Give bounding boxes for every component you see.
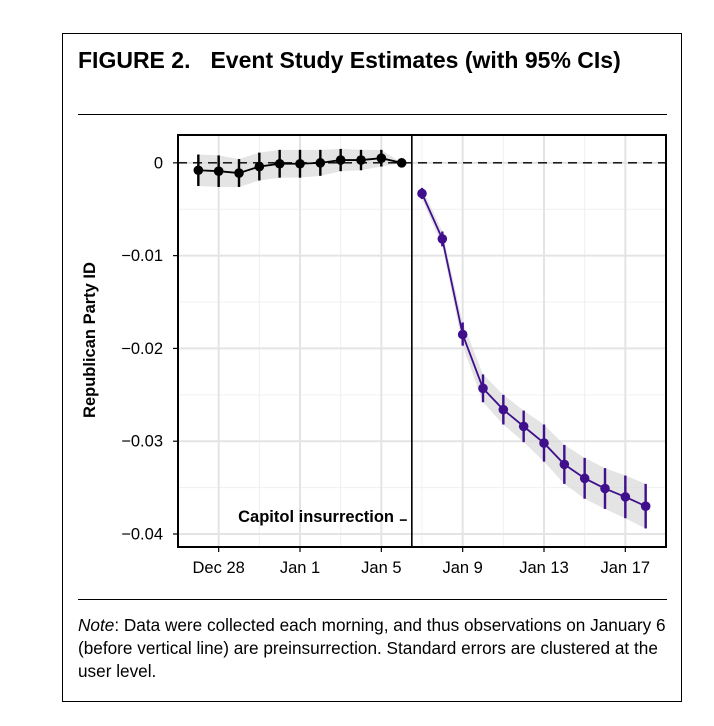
data-point	[213, 166, 224, 176]
x-tick-label: Jan 9	[442, 559, 482, 577]
data-point	[539, 438, 549, 448]
data-point	[620, 492, 631, 502]
data-point	[437, 234, 448, 244]
note-text: : Data were collected each morning, and …	[78, 615, 666, 681]
data-point	[376, 153, 387, 163]
note-lead: Note	[78, 615, 115, 635]
x-tick-label: Jan 13	[519, 559, 569, 577]
grid-layer	[178, 135, 666, 547]
data-point	[396, 158, 407, 168]
data-point	[234, 168, 244, 178]
figure-label: FIGURE 2.	[78, 47, 191, 73]
y-tick-label: −0.04	[121, 526, 163, 544]
figure-note: Note: Data were collected each morning, …	[78, 614, 674, 683]
x-tick-label: Jan 17	[601, 559, 651, 577]
figure-frame	[62, 33, 682, 702]
data-point	[518, 421, 529, 432]
data-point	[295, 158, 305, 169]
x-tick-label: Dec 28	[193, 559, 245, 577]
data-point	[640, 501, 651, 511]
figure-title-text: Event Study Estimates (with 95% CIs)	[210, 47, 621, 73]
event-study-chart: 0 −0.01 −0.02 −0.03 −0.04 Dec 28 Jan 1 Jan 5 Jan…	[81, 134, 667, 577]
plot-border	[177, 134, 667, 548]
y-axis-label: Republican Party ID	[81, 262, 99, 418]
y-tick-label: 0	[154, 154, 163, 172]
data-point	[457, 329, 468, 340]
x-tick-label: Jan 5	[361, 559, 401, 577]
data-point	[193, 165, 204, 176]
data-point	[356, 155, 366, 165]
data-point	[579, 473, 590, 484]
note-rule	[78, 599, 667, 600]
data-point	[315, 158, 326, 168]
data-point	[498, 404, 509, 415]
figure-title: FIGURE 2. Event Study Estimates (with 95%…	[78, 48, 668, 73]
series-layer	[193, 148, 651, 529]
data-point	[559, 459, 570, 470]
y-tick-label: −0.01	[121, 247, 163, 265]
event-label: Capitol insurrection	[238, 508, 394, 526]
data-point	[335, 155, 346, 165]
data-point	[417, 188, 427, 199]
y-tick-label: −0.03	[121, 433, 163, 451]
data-point	[274, 158, 285, 169]
title-rule	[78, 114, 667, 115]
y-tick-label: −0.02	[121, 340, 163, 358]
x-tick-label: Jan 1	[280, 559, 320, 577]
data-point	[600, 483, 610, 494]
data-point	[478, 383, 488, 394]
axis-layer: 0 −0.01 −0.02 −0.03 −0.04 Dec 28 Jan 1 Jan 5 Jan…	[121, 134, 667, 577]
data-point	[254, 161, 265, 172]
